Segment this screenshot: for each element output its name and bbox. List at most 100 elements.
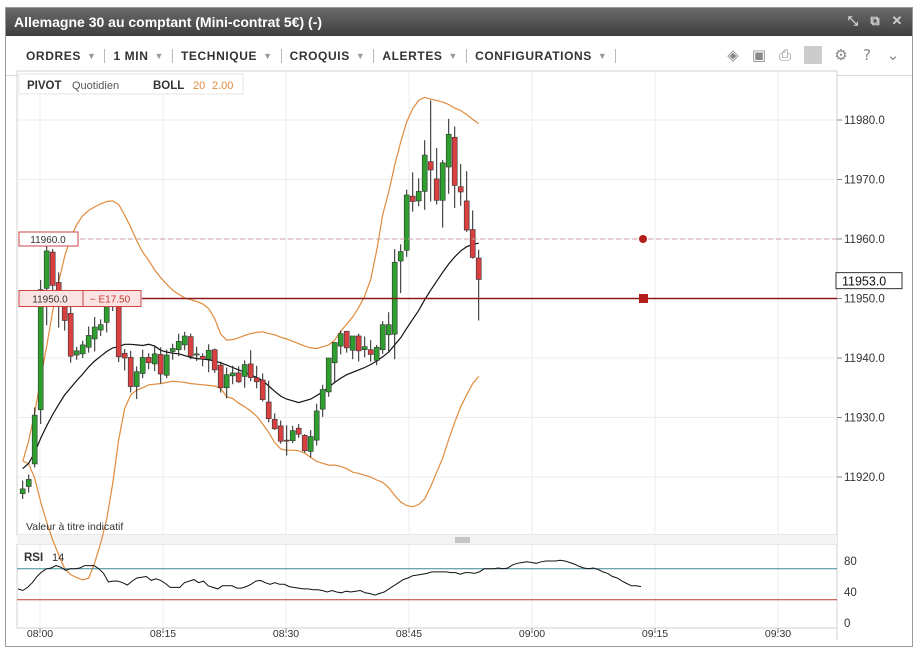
price-axis: 11980.0 11970.0 11960.0 11950.0 11940.0 11930… bbox=[835, 115, 903, 484]
candle bbox=[271, 413, 278, 430]
chevron-down-icon: ▼ bbox=[597, 51, 608, 61]
menu-timeframe[interactable]: 1 MIN ▼ bbox=[105, 49, 172, 63]
candle-body bbox=[25, 479, 32, 487]
menu-configurations[interactable]: CONFIGURATIONS ▼ bbox=[467, 49, 615, 63]
order-price-box[interactable] bbox=[18, 290, 142, 307]
close-icon[interactable]: ✕ bbox=[891, 13, 903, 28]
candle bbox=[313, 403, 320, 446]
candle-body bbox=[97, 324, 104, 331]
current-price-box bbox=[835, 272, 903, 290]
menu-technique[interactable]: TECHNIQUE ▼ bbox=[173, 49, 281, 63]
candle-body bbox=[133, 371, 140, 387]
candle-body bbox=[91, 326, 98, 340]
lower-band-line bbox=[22, 376, 480, 581]
candle bbox=[301, 434, 308, 453]
candle bbox=[19, 480, 26, 500]
layers-icon[interactable]: ◈ bbox=[727, 46, 739, 64]
candle bbox=[451, 126, 458, 209]
menu-croquis[interactable]: CROQUIS ▼ bbox=[282, 49, 374, 63]
candle bbox=[463, 171, 470, 232]
candle-body bbox=[169, 348, 176, 352]
candle bbox=[217, 361, 224, 393]
expand-icon[interactable]: ⤡ bbox=[847, 13, 859, 28]
chevron-down-icon[interactable]: ⌄ bbox=[886, 46, 900, 64]
candle-body bbox=[373, 346, 380, 361]
order-marker[interactable] bbox=[639, 294, 648, 303]
gear-icon[interactable]: ⚙ bbox=[834, 46, 848, 64]
candle-body bbox=[193, 353, 200, 356]
menu-ordres[interactable]: ORDRES ▼ bbox=[18, 49, 104, 63]
menu-alertes-label: ALERTES bbox=[382, 49, 443, 63]
candle bbox=[403, 189, 410, 257]
candle bbox=[229, 365, 236, 385]
time-tick-label: 08:45 bbox=[396, 628, 422, 640]
candle bbox=[421, 140, 428, 210]
candle bbox=[325, 357, 332, 397]
candle bbox=[355, 333, 362, 362]
candle-body bbox=[379, 324, 386, 350]
alert-price-box[interactable] bbox=[18, 231, 79, 247]
candle bbox=[427, 100, 434, 202]
price-tick-label: 11920.0 bbox=[844, 472, 885, 484]
candle-body bbox=[73, 350, 80, 356]
time-tick-label: 08:00 bbox=[27, 628, 53, 640]
menu-separator bbox=[280, 49, 282, 63]
candle bbox=[211, 348, 218, 373]
candle bbox=[199, 353, 206, 367]
candle bbox=[241, 360, 248, 388]
candle bbox=[223, 367, 230, 399]
candle-body bbox=[475, 257, 482, 280]
current-price-label: 11953.0 bbox=[842, 275, 886, 289]
pivot-period: Quotidien bbox=[72, 80, 119, 92]
candle bbox=[295, 424, 302, 438]
candle-body bbox=[445, 133, 452, 168]
menu-separator bbox=[172, 49, 173, 63]
candle-body bbox=[187, 336, 194, 357]
boll-label: BOLL bbox=[153, 80, 184, 92]
image-icon[interactable]: ▣ bbox=[751, 46, 767, 64]
candle bbox=[397, 244, 404, 294]
candle-body bbox=[49, 251, 56, 286]
candle bbox=[367, 340, 374, 362]
candle-body bbox=[325, 357, 332, 393]
disclaimer-text: Valeur à titre indicatif bbox=[26, 521, 123, 533]
candle-body bbox=[253, 377, 260, 383]
candle-body bbox=[211, 349, 218, 371]
candle-body bbox=[319, 389, 326, 410]
toolbar-icons: ◈ ▣ ⎙ ⚙ ? ⌄ bbox=[724, 46, 902, 64]
boll-period: 20 bbox=[193, 80, 205, 92]
rsi-period: 14 bbox=[52, 552, 64, 564]
candlesticks bbox=[19, 100, 482, 500]
candle bbox=[49, 249, 56, 297]
candle bbox=[361, 336, 368, 358]
rsi-legend[interactable]: RSI 14 bbox=[24, 552, 64, 564]
help-icon[interactable]: ? bbox=[863, 46, 871, 64]
candle bbox=[187, 333, 194, 360]
candle-body bbox=[199, 355, 206, 360]
title-bar[interactable]: Allemagne 30 au comptant (Mini-contrat 5… bbox=[6, 8, 912, 36]
print-icon[interactable]: ⎙ bbox=[778, 46, 791, 64]
upper-band-line bbox=[22, 96, 480, 462]
candle bbox=[91, 316, 98, 352]
popout-icon[interactable]: ⧉ bbox=[870, 13, 880, 28]
candle-body bbox=[331, 342, 338, 364]
chevron-down-icon: ▼ bbox=[154, 51, 164, 61]
candle-body bbox=[19, 488, 26, 494]
candle bbox=[373, 344, 380, 366]
alert-marker[interactable] bbox=[639, 235, 647, 243]
candle-body bbox=[31, 414, 38, 465]
price-tick-label: 11950.0 bbox=[844, 294, 885, 306]
panel-splitter[interactable] bbox=[17, 535, 837, 544]
candle-body bbox=[337, 333, 344, 347]
candle bbox=[385, 312, 392, 352]
candle-body bbox=[283, 439, 290, 442]
toolbar-separator bbox=[804, 46, 822, 64]
candle-body bbox=[115, 304, 122, 358]
candle bbox=[343, 330, 350, 353]
candle bbox=[259, 373, 266, 402]
candle bbox=[151, 346, 158, 372]
menu-alertes[interactable]: ALERTES ▼ bbox=[374, 49, 466, 63]
indicator-legend[interactable]: PIVOT Quotidien BOLL 20 2.00 bbox=[18, 73, 244, 95]
candle-body bbox=[157, 354, 164, 375]
